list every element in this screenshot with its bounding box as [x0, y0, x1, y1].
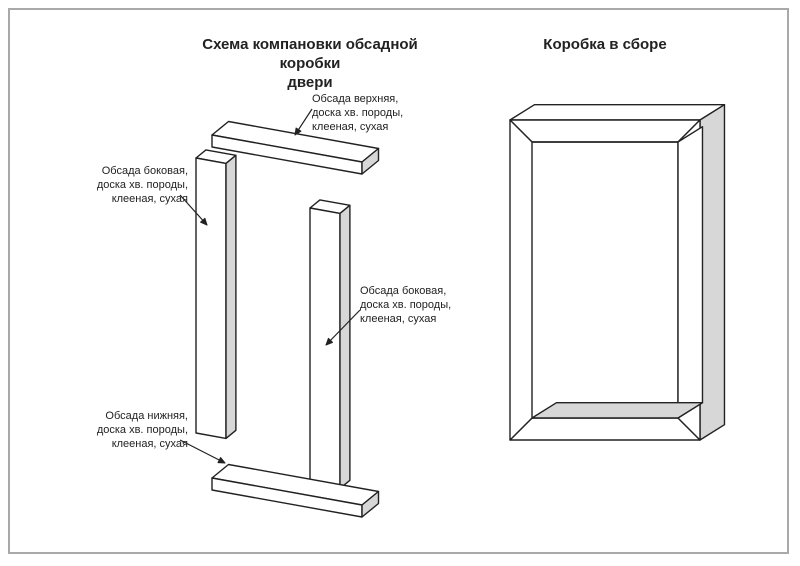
title-exploded: Схема компановки обсадной коробки двери — [170, 36, 450, 92]
annotation-left: Обсада боковая, доска хв. породы, клеена… — [68, 165, 188, 206]
annotation-right: Обсада боковая, доска хв. породы, клеена… — [360, 285, 480, 326]
annotation-bottom: Обсада нижняя, доска хв. породы, клееная… — [68, 410, 188, 451]
annotation-top: Обсада верхняя, доска хв. породы, клеена… — [312, 93, 432, 134]
title-assembled: Коробка в сборе — [505, 36, 705, 55]
